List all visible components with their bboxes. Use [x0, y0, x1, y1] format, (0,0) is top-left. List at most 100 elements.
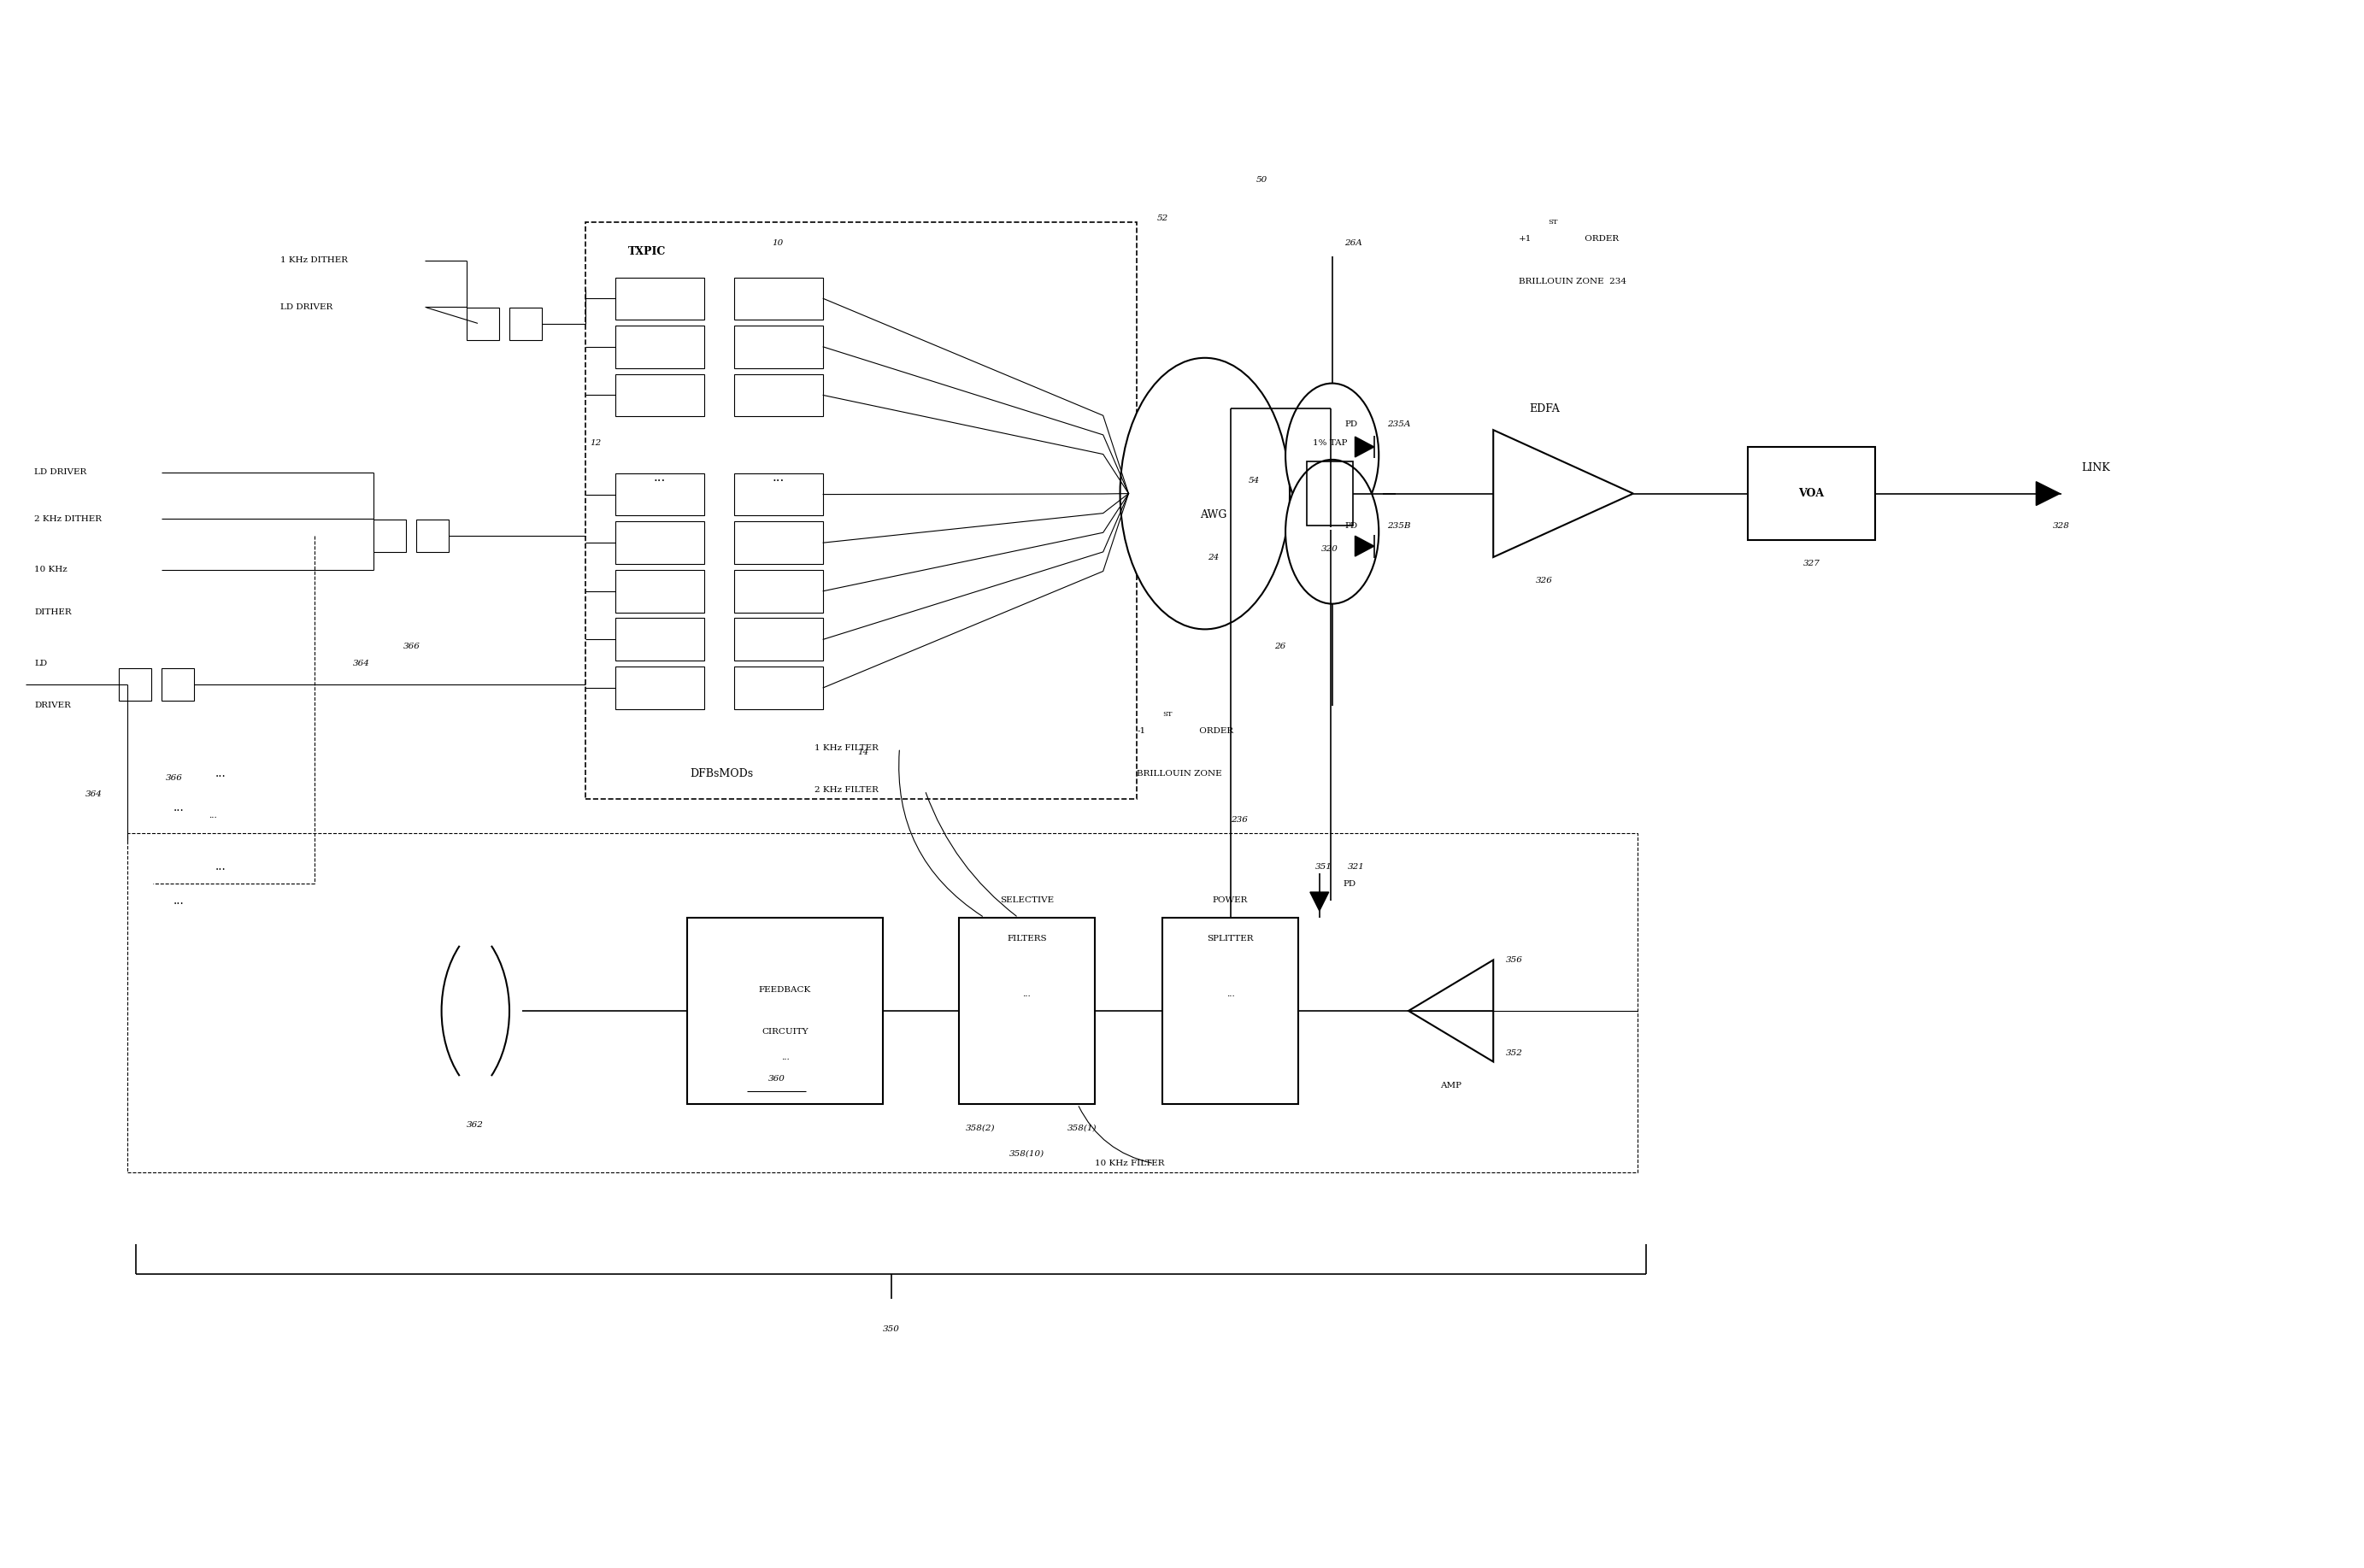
Text: BRILLOUIN ZONE: BRILLOUIN ZONE	[1137, 770, 1222, 778]
Text: 352: 352	[1506, 1049, 1522, 1057]
Text: DFBsMODs: DFBsMODs	[690, 768, 754, 779]
Bar	[615, 474, 704, 516]
Bar	[735, 375, 823, 417]
Text: CIRCUITY: CIRCUITY	[761, 1029, 808, 1036]
Text: BRILLOUIN ZONE  234: BRILLOUIN ZONE 234	[1518, 278, 1626, 285]
Text: 10 KHz: 10 KHz	[35, 566, 69, 574]
Text: 366: 366	[165, 773, 182, 781]
Text: 10: 10	[773, 240, 782, 248]
Bar	[735, 474, 823, 516]
Bar	[735, 618, 823, 660]
Bar	[161, 668, 194, 701]
Text: LINK: LINK	[2080, 463, 2111, 474]
Text: PD: PD	[1345, 522, 1357, 530]
Text: +1: +1	[1518, 235, 1532, 243]
Text: 356: 356	[1506, 956, 1522, 964]
Ellipse shape	[1286, 383, 1378, 527]
Bar	[586, 223, 1137, 798]
Text: 12: 12	[591, 439, 600, 447]
Text: 321: 321	[1347, 862, 1364, 870]
Bar	[128, 833, 1638, 1171]
Text: 360: 360	[768, 1074, 785, 1082]
Bar	[508, 307, 541, 340]
Text: 236: 236	[1229, 817, 1248, 823]
Text: ...: ...	[173, 801, 184, 814]
Text: VOA: VOA	[1799, 488, 1825, 499]
Text: EDFA: EDFA	[1530, 403, 1560, 414]
Text: ...: ...	[208, 812, 217, 820]
Text: ...: ...	[215, 861, 227, 873]
Text: SPLITTER: SPLITTER	[1208, 935, 1253, 942]
Text: 327: 327	[1804, 560, 1820, 568]
Bar	[468, 307, 499, 340]
Text: ...: ...	[215, 767, 227, 779]
Text: 326: 326	[1537, 577, 1553, 585]
Text: ...: ...	[655, 472, 667, 483]
Ellipse shape	[1286, 459, 1378, 604]
Bar	[735, 666, 823, 709]
Polygon shape	[1310, 892, 1329, 911]
Bar	[615, 326, 704, 368]
Bar	[735, 569, 823, 612]
Polygon shape	[1494, 430, 1634, 557]
Text: ...: ...	[1227, 989, 1234, 997]
Text: 2 KHz FILTER: 2 KHz FILTER	[816, 787, 879, 795]
Text: 1 KHz DITHER: 1 KHz DITHER	[281, 257, 348, 263]
Text: 358(10): 358(10)	[1009, 1149, 1045, 1157]
Text: ...: ...	[773, 472, 785, 483]
Bar	[118, 668, 151, 701]
Text: ORDER: ORDER	[1196, 728, 1234, 735]
Bar	[735, 522, 823, 564]
Text: ST: ST	[1163, 710, 1173, 718]
Text: 362: 362	[468, 1121, 485, 1129]
Polygon shape	[1355, 536, 1373, 557]
Text: LD: LD	[35, 659, 47, 666]
Text: ...: ...	[1024, 989, 1031, 997]
Bar	[688, 917, 882, 1104]
Text: 235B: 235B	[1388, 522, 1411, 530]
Bar	[960, 917, 1095, 1104]
Text: 364: 364	[85, 790, 102, 798]
Bar	[615, 618, 704, 660]
Text: 328: 328	[2052, 522, 2071, 530]
Text: DITHER: DITHER	[35, 608, 71, 616]
Text: TXPIC: TXPIC	[629, 246, 667, 257]
Bar	[1307, 461, 1352, 525]
Text: LD DRIVER: LD DRIVER	[35, 469, 87, 477]
Text: PD: PD	[1345, 420, 1357, 428]
Text: PD: PD	[1343, 880, 1357, 887]
Text: 366: 366	[404, 643, 421, 651]
Text: LD DRIVER: LD DRIVER	[281, 303, 333, 310]
Text: 10 KHz FILTER: 10 KHz FILTER	[1095, 1160, 1165, 1167]
Bar	[374, 521, 407, 552]
Text: POWER: POWER	[1213, 897, 1248, 905]
Text: 358(1): 358(1)	[1066, 1124, 1097, 1132]
Text: 364: 364	[352, 659, 369, 666]
Text: ...: ...	[173, 895, 184, 906]
Bar	[416, 521, 449, 552]
Text: AMP: AMP	[1440, 1082, 1461, 1090]
Bar	[615, 522, 704, 564]
Text: FEEDBACK: FEEDBACK	[759, 986, 811, 994]
Ellipse shape	[1121, 358, 1291, 629]
Text: 1 KHz FILTER: 1 KHz FILTER	[816, 745, 879, 751]
Text: 26: 26	[1274, 643, 1286, 651]
Bar	[1163, 917, 1298, 1104]
Text: 24: 24	[1208, 554, 1220, 561]
Text: 26A: 26A	[1345, 240, 1362, 248]
Text: 52: 52	[1156, 215, 1168, 221]
Bar	[615, 375, 704, 417]
Polygon shape	[1409, 960, 1494, 1062]
Text: 358(2): 358(2)	[965, 1124, 995, 1132]
Polygon shape	[1355, 437, 1373, 458]
Text: SELECTIVE: SELECTIVE	[1000, 897, 1054, 905]
Text: DRIVER: DRIVER	[35, 702, 71, 709]
Polygon shape	[2035, 481, 2059, 505]
Text: 54: 54	[1248, 477, 1260, 485]
Bar	[615, 666, 704, 709]
Text: 50: 50	[1255, 176, 1267, 183]
Text: -1: -1	[1137, 728, 1147, 735]
Bar	[615, 278, 704, 320]
Text: FILTERS: FILTERS	[1007, 935, 1047, 942]
Text: 14: 14	[858, 748, 868, 756]
